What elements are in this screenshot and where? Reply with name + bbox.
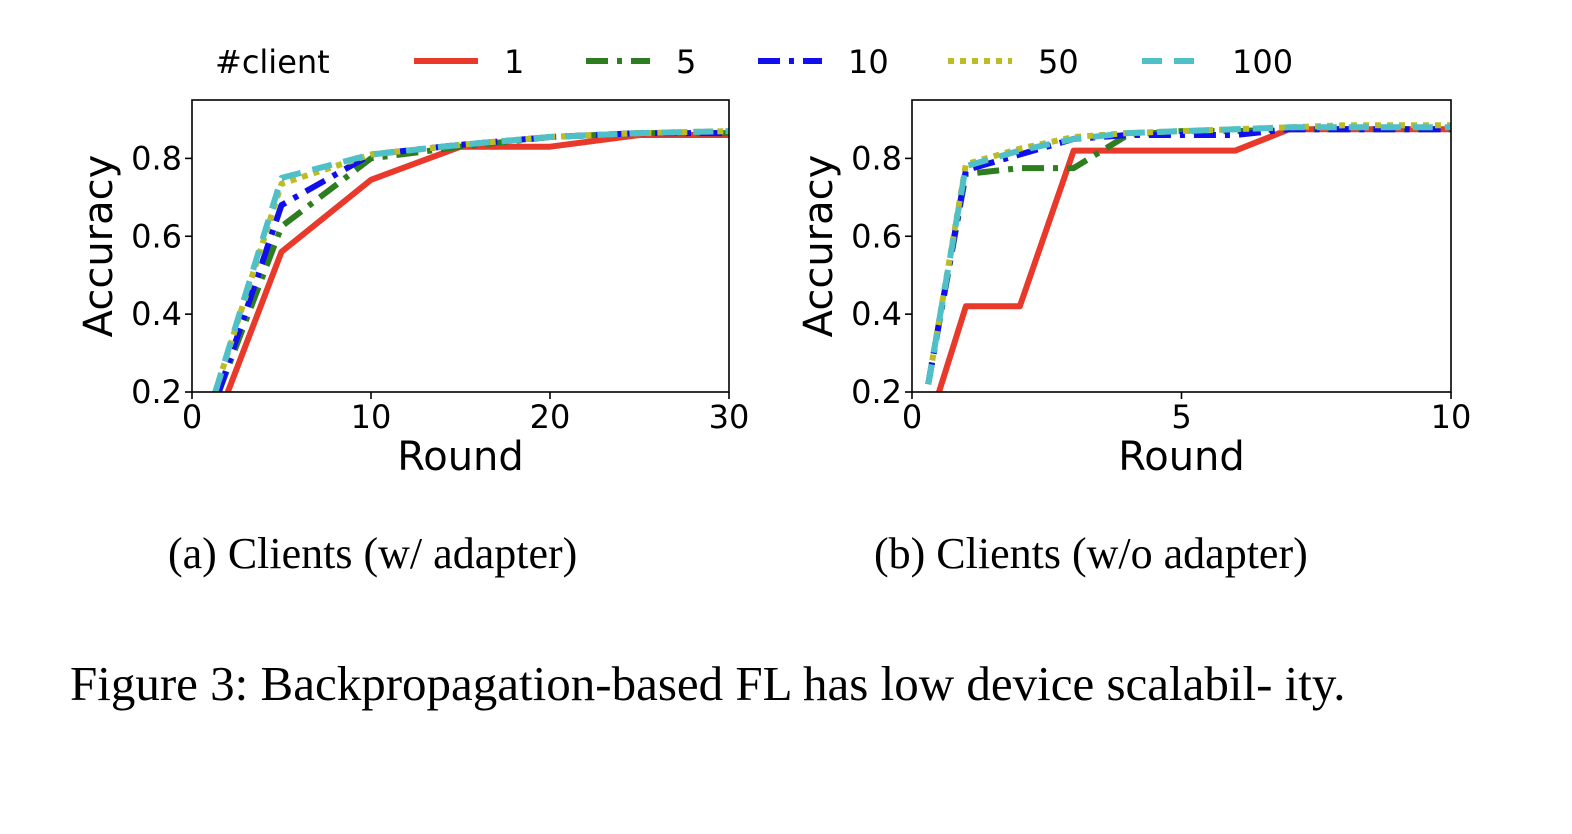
y-tick-label: 0.4	[131, 295, 182, 333]
x-tick-label: 30	[709, 398, 750, 436]
y-tick-label: 0.6	[851, 217, 902, 255]
y-tick-label: 0.4	[851, 295, 902, 333]
x-tick-label: 0	[182, 398, 202, 436]
y-tick-label: 0.8	[131, 139, 182, 177]
series-line-50-clients	[925, 122, 1451, 385]
x-tick-label: 10	[351, 398, 392, 436]
series-line-100-clients	[212, 128, 729, 392]
y-axis-label: Accuracy	[796, 155, 842, 338]
x-tick-label: 5	[1171, 398, 1191, 436]
series-line-1-clients	[936, 126, 1451, 392]
subcaption-b: (b) Clients (w/o adapter)	[874, 529, 1308, 578]
legend-title: #client	[215, 43, 330, 81]
legend-label-5: 5	[676, 43, 696, 81]
x-tick-label: 10	[1431, 398, 1472, 436]
series-line-5-clients	[925, 126, 1451, 385]
series-group	[925, 122, 1451, 392]
x-tick-label: 0	[902, 398, 922, 436]
legend-label-100: 100	[1232, 43, 1293, 81]
x-axis-label: Round	[1118, 434, 1245, 480]
legend-label-50: 50	[1038, 43, 1079, 81]
y-tick-label: 0.2	[131, 373, 182, 411]
figure-caption: Figure 3: Backpropagation-based FL has l…	[70, 656, 1346, 711]
x-axis-label: Round	[397, 434, 524, 480]
y-tick-label: 0.6	[131, 217, 182, 255]
plot-b: 0 5 10 0.2 0.4 0.6 0.8 Round Accuracy	[796, 99, 1472, 480]
series-line-10-clients	[925, 126, 1451, 385]
legend-label-1: 1	[504, 43, 524, 81]
series-group	[212, 128, 729, 392]
chart-svg: #client 1 5 10 50 100 0 10 20 300.20.40.60.8Roun…	[76, 43, 1472, 480]
series-line-100-clients	[925, 124, 1451, 385]
series-line-50-clients	[212, 128, 729, 392]
x-tick-label: 20	[530, 398, 571, 436]
y-axis-label: Accuracy	[76, 155, 122, 338]
series-line-10-clients	[215, 130, 729, 392]
y-tick-label: 0.8	[851, 139, 902, 177]
legend-label-10: 10	[848, 43, 889, 81]
y-tick-label: 0.2	[851, 373, 902, 411]
axes-frame	[911, 99, 1452, 393]
subcaption-a: (a) Clients (w/ adapter)	[168, 529, 578, 578]
axes-frame	[191, 99, 730, 393]
plot-a: 0 10 20 30 0.2 0.4 0.6 0.8 Round Accuracy	[76, 99, 750, 480]
legend: #client 1 5 10 50 100	[215, 43, 1293, 81]
